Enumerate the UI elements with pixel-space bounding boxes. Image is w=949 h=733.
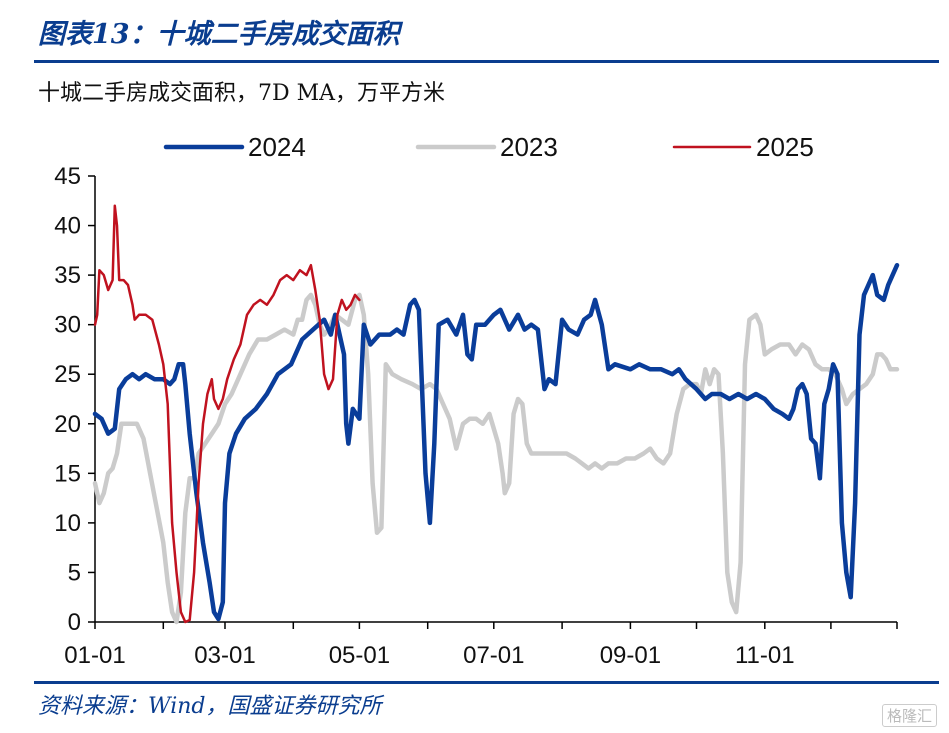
y-tick-label: 25 <box>54 361 81 388</box>
x-tick-label: 09-01 <box>600 642 661 669</box>
y-tick-label: 15 <box>54 460 81 487</box>
footer-divider <box>34 681 939 684</box>
x-tick-label: 05-01 <box>329 642 390 669</box>
series-line-2025 <box>93 204 361 624</box>
figure-title: 图表13：十城二手房成交面积 <box>38 19 400 50</box>
x-tick-label: 11-01 <box>735 642 795 669</box>
series-line-2023 <box>92 292 900 625</box>
chart-legend: 2024 2023 2025 <box>163 132 814 162</box>
legend-label-2023: 2023 <box>500 132 558 162</box>
x-tick-label: 03-01 <box>194 642 255 669</box>
y-tick-label: 35 <box>54 262 81 289</box>
y-tick-label: 40 <box>54 213 81 240</box>
chart-axes: 0 5 10 15 20 25 30 35 40 45 01-01 03-01 05-01 07-01 09… <box>54 163 898 669</box>
y-tick-label: 45 <box>54 163 81 190</box>
y-tick-label: 0 <box>68 609 81 636</box>
x-tick-label: 01-01 <box>64 642 125 669</box>
legend-label-2025: 2025 <box>756 132 814 162</box>
source-note: 资料来源：Wind，国盛证券研究所 <box>38 694 382 719</box>
x-tick-label: 07-01 <box>463 642 524 669</box>
y-tick-label: 20 <box>54 411 81 438</box>
chart-subtitle: 十城二手房成交面积，7D MA，万平方米 <box>38 81 446 106</box>
title-divider <box>34 60 939 63</box>
y-tick-label: 5 <box>68 559 81 586</box>
watermark: 格隆汇 <box>881 704 937 727</box>
y-tick-label: 30 <box>54 312 81 339</box>
series-line-2024 <box>92 262 900 622</box>
series-layer <box>92 204 900 625</box>
y-tick-label: 10 <box>54 510 81 537</box>
legend-label-2024: 2024 <box>248 132 306 162</box>
